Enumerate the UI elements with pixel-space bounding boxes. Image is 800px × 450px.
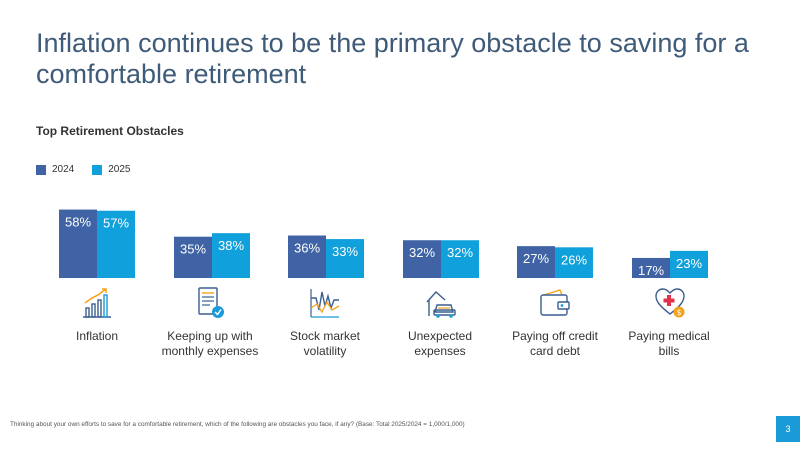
bar-2024-2 (288, 235, 326, 278)
bar-2024-5 (632, 257, 670, 278)
category-label-line: Keeping up with (167, 329, 253, 343)
bar-value-label: 33% (332, 244, 358, 259)
bar-2024-0 (59, 209, 97, 278)
bar-value-label: 35% (180, 242, 206, 257)
bar-chart-growth-icon (83, 288, 111, 318)
category-label: Stock market volatility (265, 329, 385, 359)
bill-checkmark-icon (198, 287, 224, 318)
bar-value-label: 27% (523, 251, 549, 266)
bar-value-label: 17% (638, 263, 664, 278)
bar-2024-1 (174, 236, 212, 278)
bar-value-label: 32% (409, 245, 435, 260)
stock-line-icon (310, 289, 340, 318)
page-number: 3 (776, 416, 800, 442)
legend-label-2024: 2024 (52, 164, 75, 175)
footnote: Thinking about your own efforts to save … (10, 421, 465, 428)
legend-item-2025: 2025 (92, 164, 131, 175)
bar-2025-0 (97, 210, 135, 278)
bar-2025-3 (441, 240, 479, 278)
bar-value-label: 38% (218, 238, 244, 253)
wallet-icon (540, 289, 570, 316)
bar-value-label: 32% (447, 245, 473, 260)
bar-value-label: 23% (676, 256, 702, 271)
category-label-line: Unexpected (407, 329, 473, 343)
legend-label-2025: 2025 (108, 164, 131, 175)
bar-value-label: 26% (561, 252, 587, 267)
svg-text:$: $ (676, 308, 681, 317)
category-label: Paying off credit card debt (495, 329, 615, 359)
page-title: Inflation continues to be the primary ob… (36, 28, 749, 89)
bar-value-label: 58% (65, 215, 91, 230)
category-label: Paying medical bills (609, 329, 729, 359)
bar-2024-4 (517, 246, 555, 278)
bar-2025-5 (670, 250, 708, 278)
category-label-line: Inflation (75, 329, 119, 343)
category-label-line: Paying medical (628, 329, 710, 343)
category-label: Keeping up with monthly expenses (150, 329, 270, 359)
bar-2024-3 (403, 240, 441, 278)
medical-heart-dollar-icon: $ (655, 288, 685, 318)
car-house-icon (426, 291, 456, 318)
category-label-line: expenses (414, 344, 466, 358)
category-label-line: monthly expenses (161, 344, 259, 358)
category-label: Inflation (37, 329, 157, 344)
category-label: Unexpected expenses (380, 329, 500, 359)
legend-item-2024: 2024 (36, 164, 74, 175)
category-label-line: volatility (303, 344, 347, 358)
category-label-line: Paying off credit (512, 329, 598, 343)
bar-chart: 58% 35% 36% 32% 27% 17% 57% 38% 33% 32% 26% 23% (59, 209, 708, 278)
chart-legend: 2024 2025 (36, 164, 149, 175)
legend-swatch-2024 (36, 164, 46, 175)
bar-2025-4 (555, 247, 593, 278)
bar-2025-1 (212, 233, 250, 278)
bar-2025-2 (326, 239, 364, 278)
legend-swatch-2025 (92, 164, 103, 175)
category-label-line: Stock market (289, 329, 361, 343)
bar-value-label: 36% (294, 241, 320, 256)
bar-value-label: 57% (103, 216, 129, 231)
category-label-line: bills (658, 344, 680, 358)
category-label-line: card debt (529, 344, 581, 358)
chart-title: Top Retirement Obstacles (36, 124, 184, 138)
